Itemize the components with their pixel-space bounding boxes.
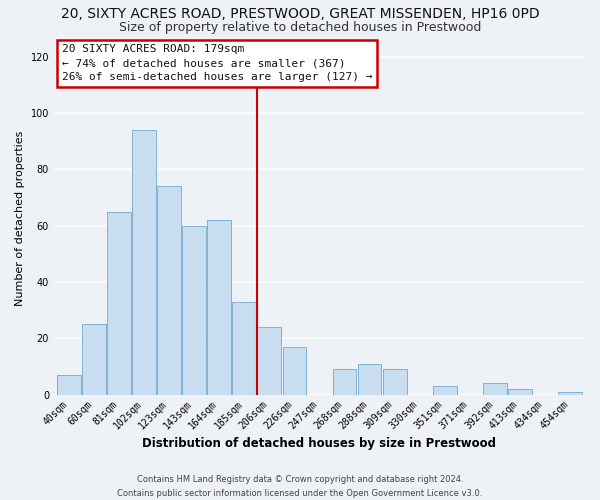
Bar <box>332 369 356 394</box>
Bar <box>433 386 457 394</box>
Bar <box>232 302 256 394</box>
Text: 20 SIXTY ACRES ROAD: 179sqm
← 74% of detached houses are smaller (367)
26% of se: 20 SIXTY ACRES ROAD: 179sqm ← 74% of det… <box>62 44 373 82</box>
Bar <box>208 220 231 394</box>
Bar <box>358 364 382 394</box>
Bar <box>157 186 181 394</box>
Bar <box>257 327 281 394</box>
Y-axis label: Number of detached properties: Number of detached properties <box>15 131 25 306</box>
X-axis label: Distribution of detached houses by size in Prestwood: Distribution of detached houses by size … <box>142 437 496 450</box>
Bar <box>508 389 532 394</box>
Bar <box>182 226 206 394</box>
Text: Contains HM Land Registry data © Crown copyright and database right 2024.
Contai: Contains HM Land Registry data © Crown c… <box>118 476 482 498</box>
Bar <box>57 375 81 394</box>
Bar <box>483 384 507 394</box>
Bar <box>132 130 156 394</box>
Bar <box>383 369 407 394</box>
Text: 20, SIXTY ACRES ROAD, PRESTWOOD, GREAT MISSENDEN, HP16 0PD: 20, SIXTY ACRES ROAD, PRESTWOOD, GREAT M… <box>61 8 539 22</box>
Text: Size of property relative to detached houses in Prestwood: Size of property relative to detached ho… <box>119 21 481 34</box>
Bar <box>107 212 131 394</box>
Bar <box>558 392 582 394</box>
Bar <box>283 346 307 395</box>
Bar <box>82 324 106 394</box>
